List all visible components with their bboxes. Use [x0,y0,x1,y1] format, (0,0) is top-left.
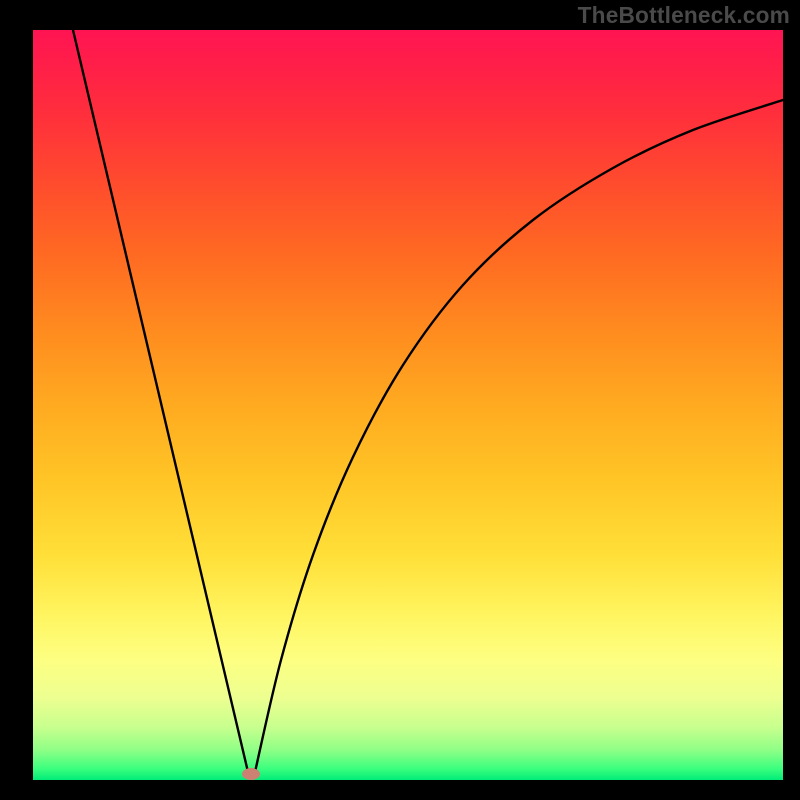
chart-frame: TheBottleneck.com [0,0,800,800]
plot-area [33,30,783,780]
gradient-background [33,30,783,780]
watermark-text: TheBottleneck.com [578,2,790,29]
